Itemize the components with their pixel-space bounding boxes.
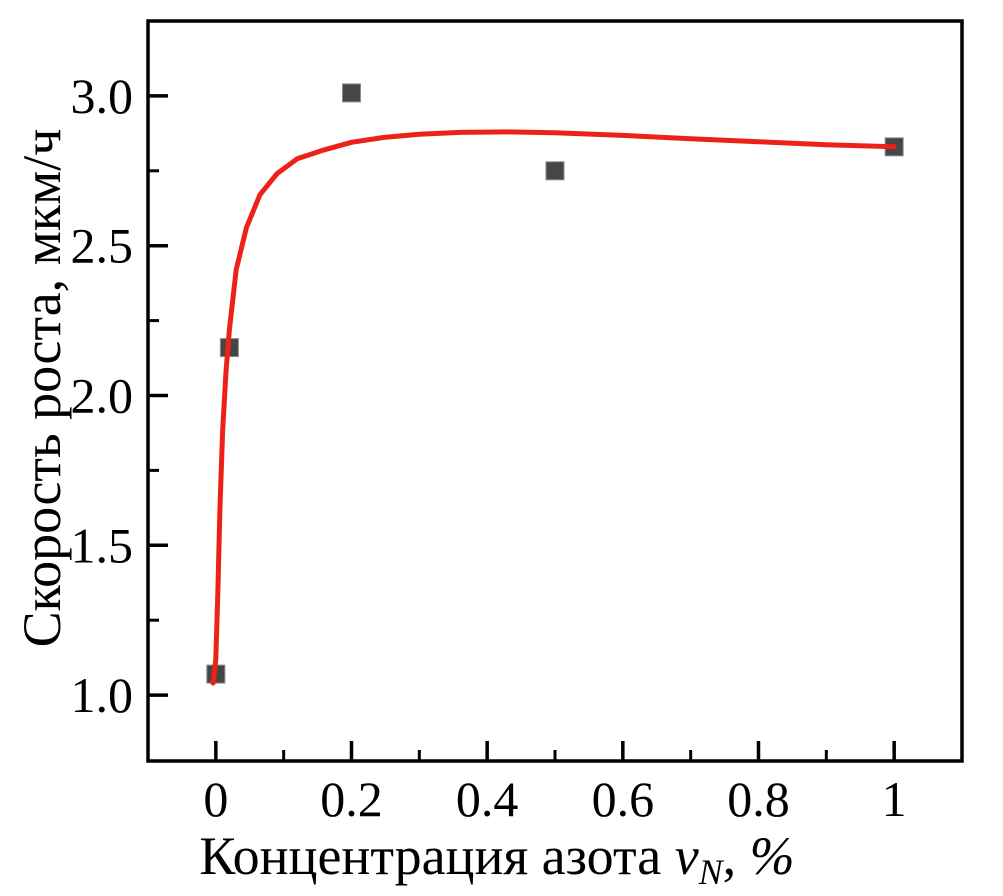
y-tick-label: 1.0 xyxy=(71,667,134,723)
data-point-square xyxy=(342,83,361,103)
x-tick-label: 0.2 xyxy=(320,771,383,827)
x-tick-label: 0.4 xyxy=(456,771,519,827)
x-tick-label: 0.8 xyxy=(727,771,790,827)
data-point-square xyxy=(545,161,565,181)
y-tick-label: 3.0 xyxy=(71,68,134,124)
y-tick-label: 1.5 xyxy=(71,517,134,573)
y-axis-title: Скорость роста, мкм/ч xyxy=(12,129,72,648)
x-axis-title: Концентрация азота vN, % xyxy=(199,826,794,891)
x-tick-label: 1 xyxy=(882,771,907,827)
fit-curve-line xyxy=(210,129,897,686)
y-tick-label: 2.0 xyxy=(71,367,134,423)
plot-border xyxy=(146,19,964,763)
x-tick-label: 0 xyxy=(203,771,228,827)
y-tick-label: 2.5 xyxy=(71,218,134,274)
x-tick-label: 0.6 xyxy=(592,771,655,827)
